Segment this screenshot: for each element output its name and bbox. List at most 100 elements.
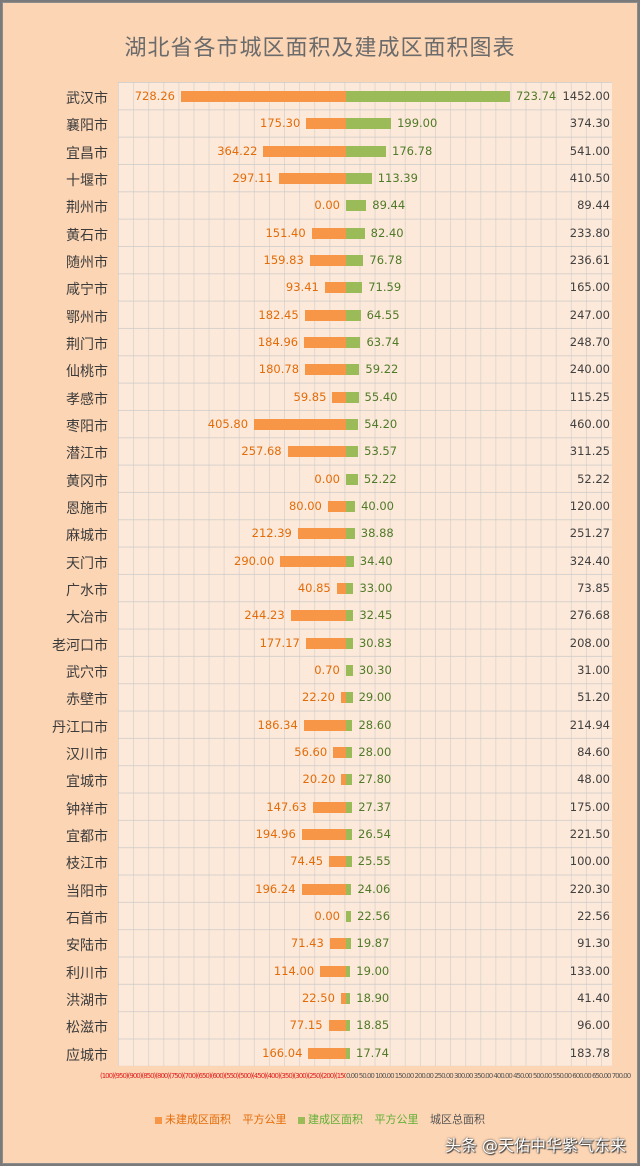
total-area-label: 247.00 [569,307,610,322]
built-area-bar [346,336,361,348]
total-area-label: 208.00 [569,635,610,650]
table-row: 武汉市 728.26 723.74 1452.00 [0,83,640,110]
built-area-bar [346,746,353,758]
table-row: 安陆市 71.43 19.87 91.30 [0,930,640,957]
unbuilt-area-bar [311,227,346,239]
city-label: 广水市 [66,582,108,599]
table-row: 宜昌市 364.22 176.78 541.00 [0,138,640,165]
unbuilt-area-bar [301,883,346,895]
city-label: 安陆市 [66,938,108,955]
unbuilt-value-label: 59.85 [293,389,327,404]
unbuilt-value-label: 0.00 [314,198,340,213]
built-area-bar [346,473,358,485]
table-row: 咸宁市 93.41 71.59 165.00 [0,274,640,301]
built-area-bar [346,1047,351,1059]
city-label: 丹江口市 [52,719,108,736]
total-area-label: 73.85 [577,580,610,595]
total-area-label: 100.00 [569,854,610,869]
unbuilt-area-bar [304,309,346,321]
built-area-bar [346,1020,351,1032]
unbuilt-value-label: 93.41 [285,280,319,295]
unbuilt-area-bar [308,1047,346,1059]
total-area-label: 460.00 [569,416,610,431]
table-row: 当阳市 196.24 24.06 220.30 [0,876,640,903]
built-area-bar [346,856,352,868]
table-row: 随州市 159.83 76.78 236.61 [0,247,640,274]
table-row: 黄冈市 0.00 52.22 52.22 [0,466,640,493]
built-area-bar [346,391,359,403]
total-area-label: 115.25 [569,389,610,404]
built-area-bar [346,145,387,157]
built-area-bar [346,364,360,376]
legend-swatch-green-icon [298,1116,305,1124]
built-area-bar [346,801,353,813]
unbuilt-area-bar [341,774,346,786]
built-area-bar [346,254,364,266]
unbuilt-value-label: 257.68 [241,444,282,459]
city-label: 武汉市 [66,91,108,107]
city-label: 恩施市 [66,500,108,517]
unbuilt-area-bar [306,118,346,130]
table-row: 广水市 40.85 33.00 73.85 [0,575,640,602]
unbuilt-value-label: 297.11 [232,170,273,185]
city-label: 枝江市 [66,856,108,873]
city-label: 随州市 [66,254,108,271]
unbuilt-area-bar [309,254,346,266]
unbuilt-area-bar [329,938,346,950]
total-area-label: 251.27 [569,526,610,541]
city-label: 孝感市 [66,391,108,408]
built-value-label: 113.39 [377,170,418,185]
unbuilt-value-label: 56.60 [294,744,328,759]
built-value-label: 27.37 [358,799,392,814]
table-row: 襄阳市 175.30 199.00 374.30 [0,110,640,137]
total-area-label: 324.40 [569,553,610,568]
table-row: 应城市 166.04 17.74 183.78 [0,1040,640,1067]
unbuilt-value-label: 80.00 [288,498,322,513]
unbuilt-value-label: 20.20 [302,772,336,787]
table-row: 武穴市 0.70 30.30 31.00 [0,657,640,684]
total-area-label: 1452.00 [562,89,610,103]
unbuilt-value-label: 151.40 [265,225,306,240]
built-area-bar [346,965,351,977]
table-row: 荆门市 184.96 63.74 248.70 [0,329,640,356]
table-row: 孝感市 59.85 55.40 115.25 [0,384,640,411]
table-row: 钟祥市 147.63 27.37 175.00 [0,794,640,821]
unbuilt-area-bar [327,500,346,512]
total-area-label: 52.22 [577,471,610,486]
built-value-label: 52.22 [363,471,397,486]
city-label: 赤壁市 [66,692,108,709]
total-area-label: 91.30 [577,936,610,951]
city-label: 天门市 [66,555,108,572]
built-area-bar [346,446,359,458]
city-label: 洪湖市 [66,992,108,1009]
legend-item-unbuilt: 未建成区面积 [155,1113,231,1126]
built-value-label: 53.57 [364,444,398,459]
city-label: 大冶市 [66,610,108,627]
built-value-label: 723.74 [515,89,557,103]
unbuilt-area-bar [290,610,346,622]
table-row: 赤壁市 22.20 29.00 51.20 [0,684,640,711]
built-area-bar [346,828,352,840]
unbuilt-value-label: 114.00 [273,963,315,978]
unbuilt-area-bar [329,856,346,868]
unbuilt-value-label: 71.43 [290,936,324,951]
plot-area [118,82,612,1066]
unbuilt-value-label: 0.00 [314,908,340,923]
table-row: 潜江市 257.68 53.57 311.25 [0,438,640,465]
city-label: 荆门市 [66,336,108,353]
unbuilt-value-label: 180.78 [258,362,300,377]
total-area-label: 221.50 [569,826,610,841]
unbuilt-area-bar [180,91,346,102]
built-value-label: 29.00 [358,690,392,705]
x-axis-positive-ticks: 0.00 50.00 100.00 150.00 200.00 250.00 3… [346,1072,632,1080]
unbuilt-area-bar [340,692,346,704]
table-row: 丹江口市 186.34 28.60 214.94 [0,712,640,739]
city-label: 荆州市 [66,200,108,217]
city-label: 武穴市 [66,664,108,681]
city-label: 咸宁市 [66,282,108,299]
built-value-label: 26.54 [358,826,391,841]
city-label: 襄阳市 [66,118,108,135]
built-value-label: 34.40 [359,553,393,568]
unbuilt-value-label: 196.24 [255,881,296,896]
unbuilt-value-label: 166.04 [262,1045,303,1060]
